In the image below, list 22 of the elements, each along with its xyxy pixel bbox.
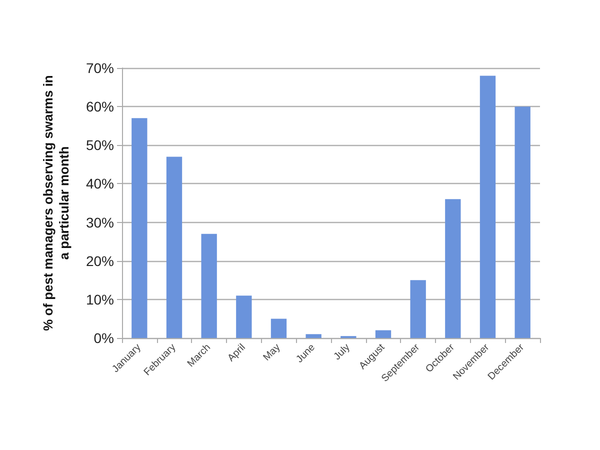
bar <box>375 330 392 338</box>
y-tick-label: 10% <box>86 291 114 308</box>
bar <box>270 318 287 338</box>
y-axis-title: % of pest managers observing swarms in a particular month <box>40 75 72 331</box>
y-tick-label: 0% <box>94 330 114 346</box>
y-tick-label: 40% <box>86 176 114 192</box>
bar <box>445 199 461 338</box>
bar <box>514 106 530 338</box>
bar <box>166 156 182 338</box>
y-tick-label: 60% <box>86 98 114 115</box>
x-tick-label: May <box>262 342 283 364</box>
y-tick-label: 70% <box>86 60 114 76</box>
y-tick-label: 30% <box>86 214 114 230</box>
y-tick-label: 50% <box>86 137 114 154</box>
bar <box>480 76 496 338</box>
bar <box>410 280 426 338</box>
bar <box>306 334 322 338</box>
y-tick-label: 20% <box>86 252 114 269</box>
bar <box>236 296 252 338</box>
bar <box>201 234 217 338</box>
x-tick-label: July <box>332 342 352 362</box>
bar <box>132 118 148 338</box>
